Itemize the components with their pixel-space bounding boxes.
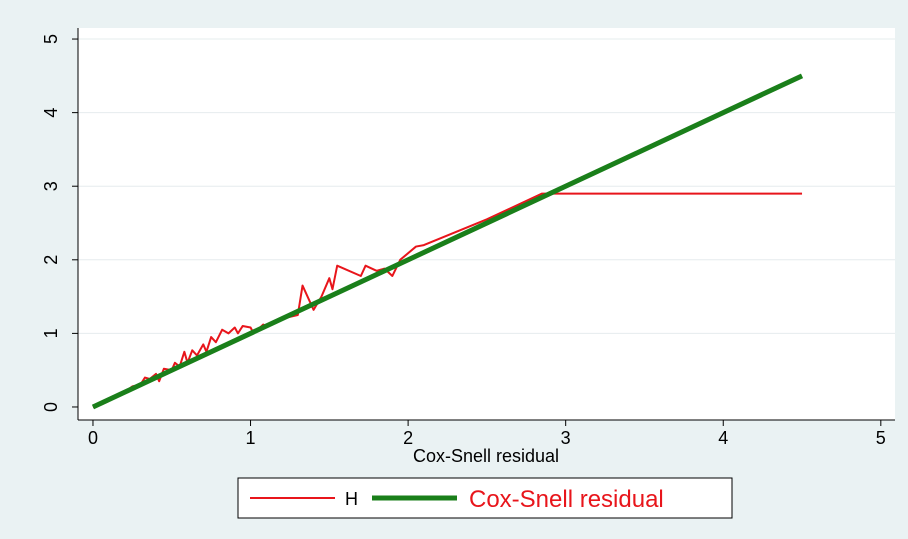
x-tick-label: 2 <box>403 428 413 448</box>
y-tick-label: 3 <box>41 181 61 191</box>
legend-label: H <box>345 489 358 509</box>
y-tick-label: 1 <box>41 328 61 338</box>
legend-label: Cox-Snell residual <box>469 486 664 513</box>
data-line <box>91 73 804 410</box>
x-tick-label: 4 <box>718 428 728 448</box>
y-tick-label: 5 <box>41 34 61 44</box>
y-tick-label: 2 <box>41 255 61 265</box>
y-tick-label: 0 <box>41 402 61 412</box>
y-tick-label: 4 <box>41 108 61 118</box>
x-tick-label: 0 <box>88 428 98 448</box>
x-tick-label: 1 <box>246 428 256 448</box>
x-axis-label: Cox-Snell residual <box>413 446 559 466</box>
x-tick-label: 5 <box>876 428 886 448</box>
x-tick-label: 3 <box>561 428 571 448</box>
